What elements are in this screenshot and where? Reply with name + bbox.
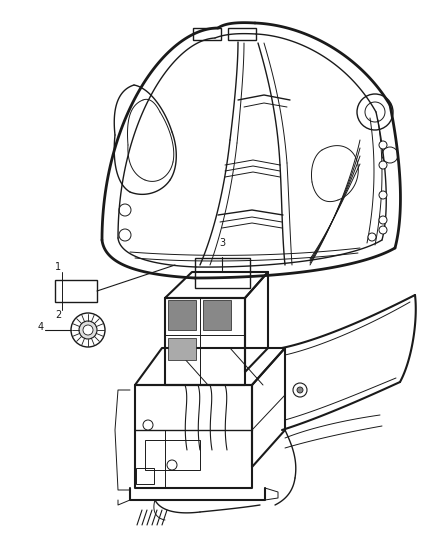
Circle shape: [143, 420, 153, 430]
Bar: [193, 28, 221, 40]
Text: 3: 3: [219, 238, 225, 248]
Circle shape: [79, 321, 97, 339]
Circle shape: [71, 313, 105, 347]
Circle shape: [293, 383, 307, 397]
Circle shape: [379, 191, 387, 199]
Circle shape: [83, 325, 93, 335]
Bar: [228, 28, 256, 40]
Circle shape: [379, 226, 387, 234]
Bar: [145, 440, 200, 470]
Bar: [203, 300, 231, 330]
Circle shape: [379, 216, 387, 224]
Text: 2: 2: [55, 310, 61, 320]
Bar: [168, 338, 196, 360]
Bar: [168, 300, 196, 330]
Bar: [55, 280, 97, 302]
Circle shape: [368, 233, 376, 241]
Text: 1: 1: [55, 262, 61, 272]
Circle shape: [167, 460, 177, 470]
Circle shape: [297, 387, 303, 393]
Circle shape: [379, 141, 387, 149]
Bar: [195, 258, 250, 288]
Circle shape: [379, 161, 387, 169]
Bar: [136, 468, 154, 484]
Text: 4: 4: [38, 322, 44, 332]
